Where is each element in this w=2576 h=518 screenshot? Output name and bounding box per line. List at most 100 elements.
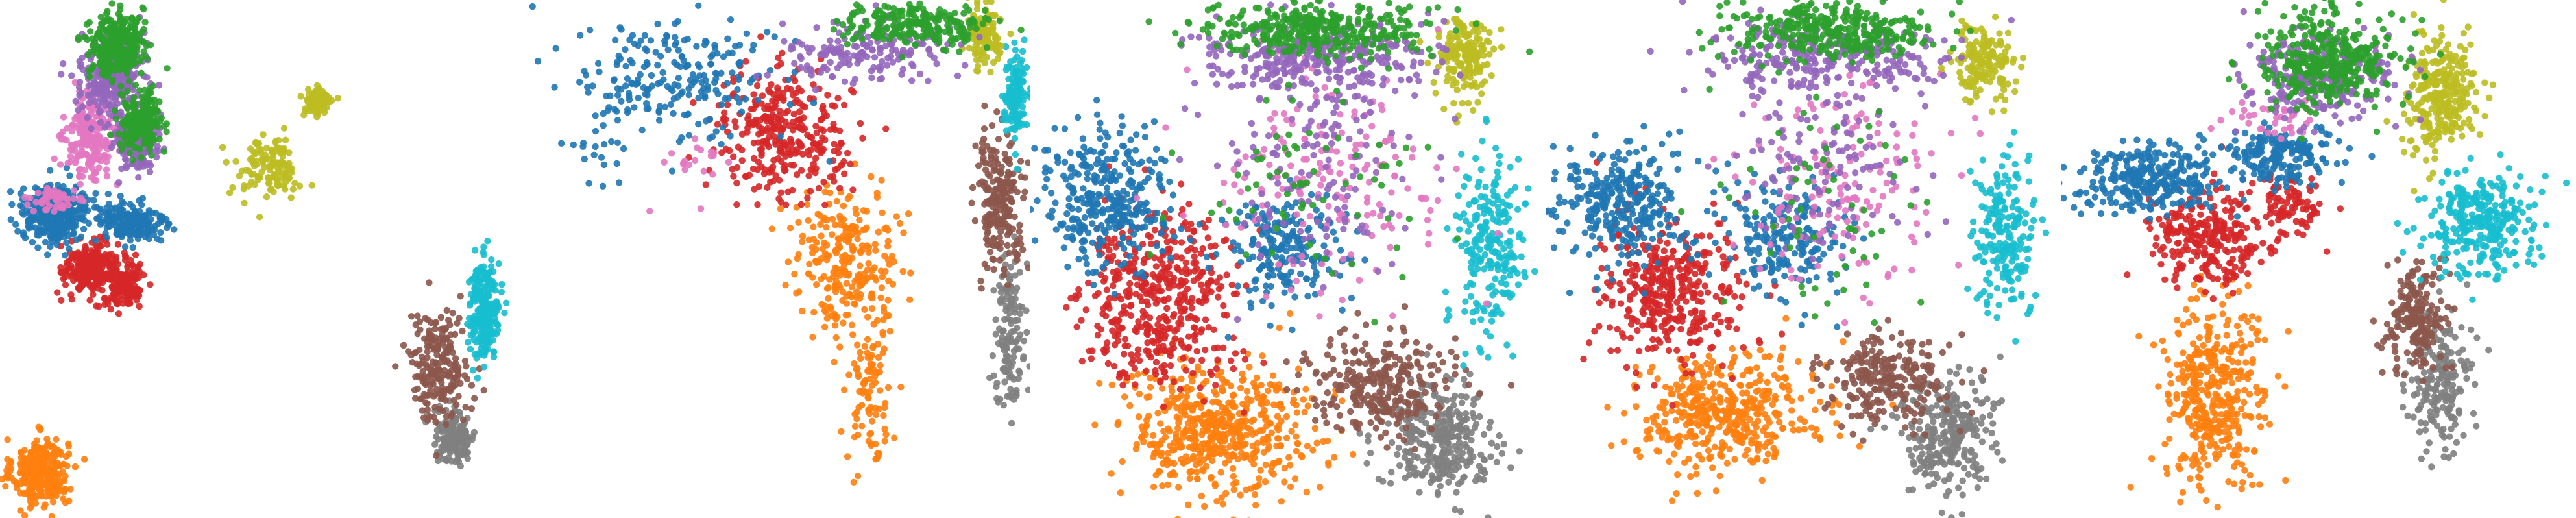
point-orange (860, 387, 867, 394)
point-brown (990, 234, 997, 242)
point-blue (116, 203, 123, 210)
point-pink (691, 156, 699, 164)
point-purple (962, 62, 969, 69)
point-green (112, 115, 120, 123)
point-red (784, 84, 791, 92)
point-purple (787, 45, 795, 53)
point-cyan (1003, 117, 1010, 124)
point-brown (434, 345, 442, 353)
point-red (799, 103, 807, 110)
point-red (772, 138, 779, 145)
point-green (136, 57, 144, 65)
point-green (138, 69, 145, 77)
point-brown (1020, 194, 1027, 202)
point-red (775, 54, 782, 62)
point-green (108, 45, 115, 52)
point-blue (622, 46, 629, 53)
point-green (145, 123, 152, 130)
point-brown (442, 397, 449, 404)
point-green (87, 28, 94, 35)
point-brown (414, 330, 421, 338)
point-green (121, 135, 128, 142)
point-blue (659, 69, 666, 77)
point-green (142, 102, 150, 110)
point-orange (884, 243, 892, 250)
point-brown (411, 349, 418, 356)
point-green (103, 51, 111, 59)
point-red (758, 125, 766, 132)
point-purple (882, 42, 890, 49)
point-orange (853, 365, 860, 373)
point-cyan (467, 322, 474, 330)
point-red (810, 81, 817, 88)
point-pink (38, 197, 45, 204)
point-blue (706, 116, 714, 123)
point-brown (1015, 228, 1023, 235)
point-red (757, 146, 764, 153)
point-olive (966, 44, 973, 52)
point-gray (462, 450, 469, 458)
point-green (123, 38, 130, 45)
point-brown (444, 317, 452, 324)
point-brown (463, 363, 470, 370)
point-orange (795, 251, 802, 258)
point-gray (1012, 338, 1020, 345)
point-blue (66, 245, 73, 253)
point-blue (600, 122, 607, 129)
point-orange (865, 249, 872, 256)
point-blue (19, 229, 27, 236)
point-purple (899, 66, 907, 73)
point-purple (926, 45, 933, 53)
point-gray (431, 441, 439, 448)
point-olive (256, 214, 263, 221)
point-red (58, 269, 66, 276)
point-cyan (1008, 117, 1015, 125)
point-red (766, 89, 773, 96)
point-blue (23, 206, 30, 214)
point-blue (701, 92, 709, 99)
point-gray (1002, 368, 1009, 375)
point-red (714, 121, 722, 128)
point-red (789, 186, 796, 194)
point-orange (806, 260, 813, 267)
point-blue (42, 238, 49, 246)
point-blue (132, 231, 140, 239)
point-green (133, 130, 141, 137)
point-olive (296, 182, 304, 190)
point-red (837, 139, 845, 147)
point-purple (95, 102, 102, 110)
point-brown (1010, 178, 1017, 186)
point-blue (622, 82, 629, 90)
point-blue (63, 227, 71, 235)
point-brown (1002, 156, 1010, 164)
point-blue (612, 36, 619, 43)
point-blue (42, 220, 49, 228)
point-red (834, 95, 842, 102)
point-blue (614, 139, 622, 146)
point-gray (462, 427, 469, 434)
point-orange (818, 254, 825, 262)
point-blue (163, 216, 170, 223)
point-red (134, 264, 142, 271)
point-brown (992, 154, 999, 162)
point-blue (35, 232, 42, 239)
point-orange (884, 297, 892, 304)
point-brown (451, 362, 458, 369)
point-red (832, 166, 839, 173)
point-gray (434, 457, 442, 465)
point-gray (452, 430, 459, 438)
point-cyan (503, 299, 510, 306)
point-brown (997, 180, 1004, 188)
point-orange (893, 213, 901, 220)
point-purple (136, 160, 143, 168)
point-blue (647, 37, 655, 44)
point-pink (79, 135, 86, 142)
point-red (770, 132, 777, 140)
point-green (128, 104, 136, 111)
point-orange (878, 177, 885, 184)
point-brown (448, 367, 456, 374)
point-red (147, 281, 154, 288)
point-red (807, 146, 814, 153)
point-blue (25, 218, 32, 225)
point-red (820, 127, 827, 134)
